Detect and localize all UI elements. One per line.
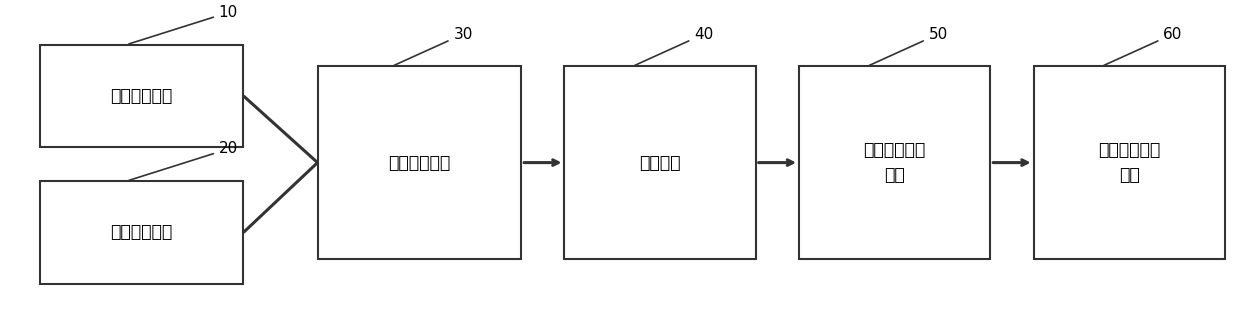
Text: 20: 20 bbox=[129, 141, 238, 180]
Bar bbox=[40, 45, 243, 147]
Text: 30: 30 bbox=[394, 27, 472, 65]
Bar bbox=[40, 181, 243, 284]
Bar bbox=[799, 66, 991, 259]
Text: 电压采样模块: 电压采样模块 bbox=[110, 87, 172, 105]
Text: 计量模块: 计量模块 bbox=[640, 154, 681, 172]
Bar bbox=[1033, 66, 1225, 259]
Text: 60: 60 bbox=[1104, 27, 1183, 65]
Text: 50: 50 bbox=[869, 27, 947, 65]
Text: 第二数据处理
模块: 第二数据处理 模块 bbox=[1099, 141, 1161, 184]
Text: 电流采样模块: 电流采样模块 bbox=[110, 223, 172, 242]
Text: 10: 10 bbox=[129, 5, 238, 44]
Text: 信号调理模块: 信号调理模块 bbox=[388, 154, 450, 172]
Bar bbox=[564, 66, 756, 259]
Text: 40: 40 bbox=[635, 27, 713, 65]
Text: 第一数据处理
模块: 第一数据处理 模块 bbox=[863, 141, 926, 184]
Bar bbox=[317, 66, 521, 259]
